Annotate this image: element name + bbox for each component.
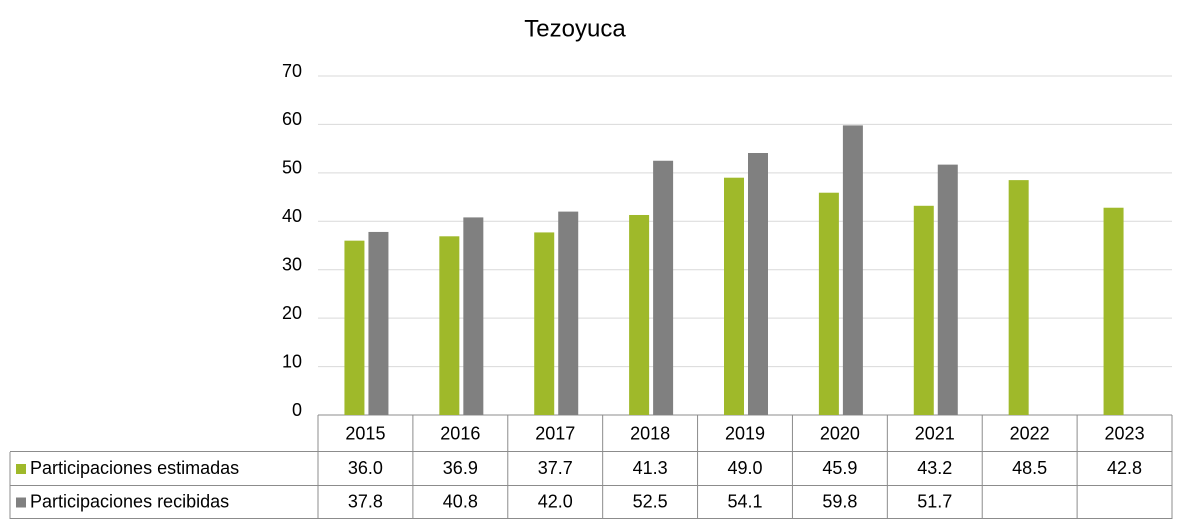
table-cell: 42.0: [538, 491, 573, 511]
table-cell: 45.9: [822, 458, 857, 478]
table-cell: 52.5: [633, 491, 668, 511]
bar: [937, 164, 958, 415]
bar: [439, 236, 460, 415]
x-tick-label: 2017: [535, 423, 575, 443]
y-tick-label: 50: [282, 158, 302, 178]
table-cell: 49.0: [727, 458, 762, 478]
legend-label: Participaciones recibidas: [30, 491, 229, 511]
table-cell: 43.2: [917, 458, 952, 478]
bar: [629, 214, 650, 415]
table-cell: 36.0: [348, 458, 383, 478]
table-cell: 48.5: [1012, 458, 1047, 478]
bar: [748, 153, 768, 415]
table-cell: 37.7: [538, 458, 573, 478]
bar: [913, 205, 934, 415]
x-tick-label: 2018: [630, 423, 670, 443]
y-tick-label: 40: [282, 206, 302, 226]
bar: [1008, 180, 1029, 415]
chart-title: Tezoyuca: [524, 15, 626, 42]
bar: [1103, 207, 1124, 415]
table-cell: 51.7: [917, 491, 952, 511]
bar: [534, 232, 555, 415]
bar: [842, 125, 863, 415]
y-tick-label: 70: [282, 61, 302, 81]
x-tick-label: 2016: [440, 423, 480, 443]
table-cell: 37.8: [348, 491, 383, 511]
y-tick-label: 30: [282, 254, 302, 274]
legend-label: Participaciones estimadas: [30, 458, 239, 478]
legend-key: [16, 497, 26, 508]
table-cell: 54.1: [727, 491, 762, 511]
x-tick-label: 2015: [345, 423, 385, 443]
x-tick-label: 2022: [1010, 423, 1050, 443]
bar: [463, 217, 484, 415]
table-cell: 42.8: [1107, 458, 1142, 478]
table-cell: 59.8: [822, 491, 857, 511]
bar: [344, 240, 365, 415]
x-tick-label: 2021: [915, 423, 955, 443]
table-cell: 41.3: [633, 458, 668, 478]
y-tick-label: 60: [282, 109, 302, 129]
bar: [368, 231, 389, 415]
table-cell: 36.9: [443, 458, 478, 478]
legend-key: [16, 464, 26, 474]
x-tick-label: 2019: [725, 423, 765, 443]
x-tick-label: 2023: [1105, 423, 1145, 443]
y-tick-label: 0: [292, 400, 302, 420]
x-tick-label: 2020: [820, 423, 860, 443]
table-cell: 40.8: [443, 491, 478, 511]
y-tick-label: 10: [282, 351, 302, 371]
y-tick-label: 20: [282, 303, 302, 323]
bar: [558, 211, 579, 415]
bar: [818, 192, 839, 415]
bar: [653, 160, 674, 415]
bar: [724, 177, 744, 415]
